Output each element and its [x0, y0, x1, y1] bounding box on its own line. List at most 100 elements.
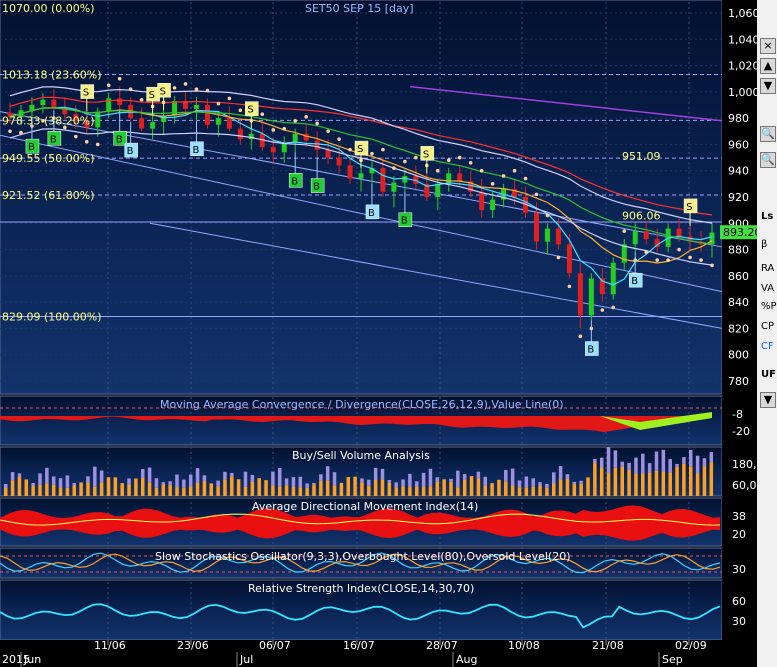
- toolbar-β-button[interactable]: β: [761, 239, 768, 250]
- toolbar-ra-button[interactable]: RA: [761, 263, 775, 274]
- close-button[interactable]: ×: [760, 38, 776, 54]
- buy-signal-icon[interactable]: [398, 212, 413, 227]
- x-month-label: Jul: [239, 653, 253, 666]
- sell-signal-icon[interactable]: [420, 146, 435, 161]
- chart-title: SET50 SEP 15 [day]: [305, 2, 414, 15]
- volume-bar-buy: [141, 469, 145, 478]
- buy-signal-icon[interactable]: [365, 204, 380, 220]
- toolbar-cf-button[interactable]: CF: [761, 341, 774, 352]
- axis-strip-0: [722, 0, 757, 394]
- buy-signal-icon[interactable]: [25, 138, 40, 154]
- adx-line: [0, 513, 721, 526]
- sar-dot: [392, 166, 396, 170]
- volume-tick-label: 60,000: [732, 479, 757, 492]
- buy-signal-icon[interactable]: [47, 131, 62, 146]
- buy-signal-icon[interactable]: [288, 173, 303, 188]
- sell-signal-letter: S: [160, 86, 166, 97]
- volume-bar-buy: [216, 480, 220, 487]
- scroll-down-button[interactable]: ▼: [760, 78, 776, 94]
- volume-bar-buy: [510, 468, 515, 486]
- toolbar-pctp-button[interactable]: %P: [761, 301, 777, 312]
- volume-bar-sell: [106, 477, 111, 496]
- price-tick-label: 1,020: [728, 60, 757, 73]
- volume-bar-sell: [51, 484, 56, 496]
- volume-bar-buy: [421, 472, 426, 487]
- volume-bar-sell: [538, 485, 542, 496]
- volume-bar-sell: [517, 487, 522, 496]
- sar-dot: [501, 174, 506, 178]
- volume-bar-sell: [154, 487, 159, 496]
- volume-bar-buy: [45, 467, 49, 484]
- volume-bar-sell: [250, 481, 255, 496]
- volume-bar-sell: [305, 487, 309, 496]
- sar-dot: [523, 176, 528, 181]
- volume-bar-buy: [319, 474, 323, 481]
- candle-body: [40, 99, 46, 105]
- sar-dot: [600, 308, 605, 312]
- volume-bar-sell: [147, 482, 152, 496]
- volume-bar-buy: [620, 461, 624, 467]
- adx-tick-label: 20: [732, 528, 746, 541]
- volume-bar-buy: [127, 478, 131, 485]
- volume-bar-sell: [689, 466, 693, 496]
- buy-signal-icon[interactable]: [310, 178, 325, 193]
- zoom-out-icon[interactable]: 🔍: [760, 152, 776, 168]
- volume-bar-sell: [586, 477, 590, 496]
- price-tick-label: 920: [728, 191, 749, 204]
- sell-signal-icon[interactable]: [80, 84, 95, 99]
- sar-dot: [117, 76, 122, 81]
- candle-body: [183, 101, 188, 109]
- volume-bar-sell: [373, 479, 378, 496]
- sell-signal-icon[interactable]: [157, 83, 171, 98]
- volume-bar-sell: [565, 479, 570, 496]
- scroll-down-icon[interactable]: ▼: [760, 392, 776, 408]
- candle-body: [402, 175, 408, 183]
- volume-bar-sell: [428, 486, 433, 496]
- toolbar-uf-button[interactable]: UF: [761, 369, 776, 380]
- volume-bar-buy: [627, 463, 631, 470]
- buy-signal-icon[interactable]: [628, 272, 643, 288]
- buy-signal-icon[interactable]: [124, 142, 138, 158]
- buy-signal-letter: B: [127, 146, 134, 157]
- sar-dot: [468, 161, 473, 165]
- sar-dot: [74, 134, 78, 139]
- volume-bar-sell: [31, 485, 35, 496]
- buy-signal-icon[interactable]: [113, 131, 127, 146]
- scroll-up-button[interactable]: ▲: [760, 58, 776, 74]
- macd-histogram-negative: [0, 414, 710, 433]
- sar-dot: [271, 128, 276, 132]
- zoom-in-icon[interactable]: 🔍: [760, 126, 776, 142]
- sar-dot: [622, 229, 627, 233]
- volume-bar-sell: [627, 469, 631, 496]
- candle-body: [534, 212, 539, 242]
- sell-signal-icon[interactable]: [683, 198, 698, 214]
- candle-body: [610, 262, 616, 295]
- toolbar-va-button[interactable]: VA: [761, 283, 775, 294]
- volume-bar-buy: [593, 458, 597, 463]
- sar-dot: [446, 158, 451, 162]
- volume-bar-sell: [141, 477, 145, 496]
- volume-bar-sell: [510, 485, 515, 496]
- toolbar-cp-button[interactable]: CP: [761, 321, 775, 332]
- sar-dot: [688, 255, 692, 260]
- price-tick-label: 840: [728, 296, 749, 309]
- volume-bar-sell: [524, 487, 529, 496]
- volume-bar-buy: [695, 455, 700, 474]
- candle-body: [62, 107, 68, 115]
- sell-signal-icon[interactable]: [245, 101, 259, 116]
- sell-signal-letter: S: [357, 144, 363, 155]
- sar-dot: [710, 263, 714, 268]
- candle-body: [457, 173, 463, 182]
- volume-bar-sell: [634, 473, 638, 496]
- volume-bar-buy: [223, 471, 227, 480]
- volume-bar-buy: [462, 474, 467, 480]
- toolbar-ls-button[interactable]: Ls: [761, 211, 774, 222]
- candle-body: [446, 173, 452, 184]
- sell-signal-icon[interactable]: [354, 140, 369, 156]
- volume-bar-buy: [305, 483, 309, 488]
- buy-signal-icon[interactable]: [190, 141, 204, 157]
- buy-signal-icon[interactable]: [585, 341, 599, 356]
- volume-bar-buy: [17, 473, 22, 477]
